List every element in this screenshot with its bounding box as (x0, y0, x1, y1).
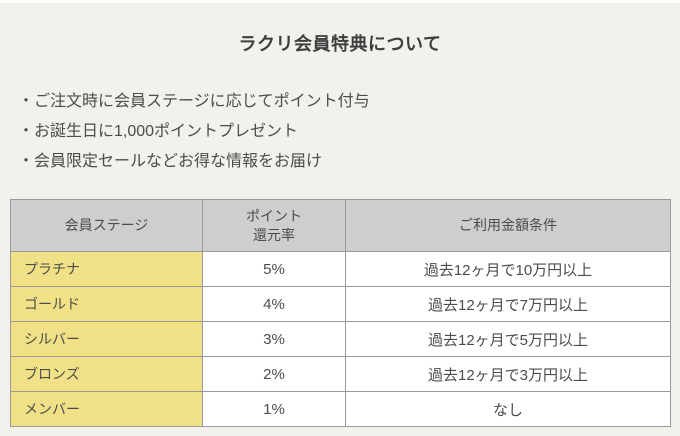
table-row-platinum: プラチナ 5% 過去12ヶ月で10万円以上 (10, 251, 671, 287)
table-row-member: メンバー 1% なし (10, 391, 671, 427)
condition-cell: なし (345, 391, 671, 427)
table-row-silver: シルバー 3% 過去12ヶ月で5万円以上 (10, 321, 671, 357)
rate-cell: 1% (202, 391, 346, 427)
stage-cell: メンバー (10, 391, 203, 427)
stage-cell: プラチナ (10, 251, 203, 287)
table-row-gold: ゴールド 4% 過去12ヶ月で7万円以上 (10, 286, 671, 322)
table-row-bronze: ブロンズ 2% 過去12ヶ月で3万円以上 (10, 356, 671, 392)
stage-cell: ブロンズ (10, 356, 203, 392)
table-header-row: 会員ステージ ポイント 還元率 ご利用金額条件 (10, 199, 671, 252)
header-rate: ポイント 還元率 (202, 199, 346, 252)
header-stage: 会員ステージ (10, 199, 203, 252)
condition-cell: 過去12ヶ月で10万円以上 (345, 251, 671, 287)
condition-cell: 過去12ヶ月で7万円以上 (345, 286, 671, 322)
benefit-item-birthday: ・お誕生日に1,000ポイントプレゼント (18, 123, 299, 140)
membership-table: 会員ステージ ポイント 還元率 ご利用金額条件 プラチナ 5% 過去12ヶ月で1… (10, 199, 671, 427)
rate-cell: 2% (202, 356, 346, 392)
header-condition: ご利用金額条件 (345, 199, 671, 252)
stage-cell: ゴールド (10, 286, 203, 322)
condition-cell: 過去12ヶ月で3万円以上 (345, 356, 671, 392)
top-strip (0, 0, 680, 3)
stage-cell: シルバー (10, 321, 203, 357)
rate-cell: 3% (202, 321, 346, 357)
benefits-list: ・ご注文時に会員ステージに応じてポイント付与 ・お誕生日に1,000ポイントプレ… (18, 87, 680, 177)
rate-cell: 5% (202, 251, 346, 287)
benefit-item-sale: ・会員限定セールなどお得な情報をお届け (18, 153, 323, 170)
benefit-item-points: ・ご注文時に会員ステージに応じてポイント付与 (18, 93, 370, 110)
page-title: ラクリ会員特典について (238, 34, 442, 54)
condition-cell: 過去12ヶ月で5万円以上 (345, 321, 671, 357)
rate-cell: 4% (202, 286, 346, 322)
